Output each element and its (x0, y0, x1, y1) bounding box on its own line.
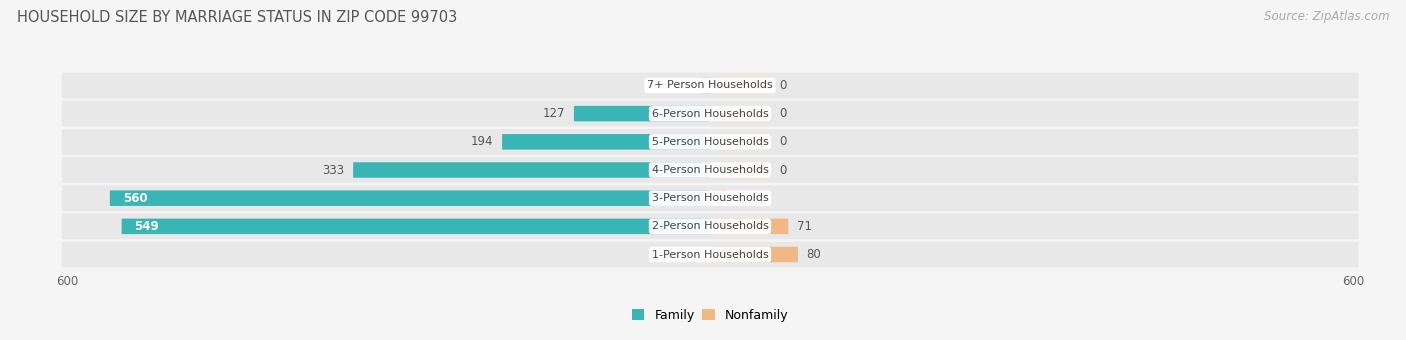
Text: 333: 333 (322, 164, 344, 176)
Text: 549: 549 (135, 220, 159, 233)
FancyBboxPatch shape (62, 242, 1358, 267)
Text: 80: 80 (807, 248, 821, 261)
Text: 0: 0 (780, 164, 787, 176)
Text: 1-Person Households: 1-Person Households (651, 250, 769, 259)
Text: 127: 127 (543, 107, 565, 120)
Text: 194: 194 (471, 135, 494, 148)
Legend: Family, Nonfamily: Family, Nonfamily (627, 304, 793, 327)
FancyBboxPatch shape (713, 219, 789, 234)
Text: Source: ZipAtlas.com: Source: ZipAtlas.com (1264, 10, 1389, 23)
FancyBboxPatch shape (713, 134, 770, 150)
Text: 0: 0 (780, 79, 787, 92)
Text: 3-Person Households: 3-Person Households (651, 193, 769, 203)
Text: 6-Person Households: 6-Person Households (651, 109, 769, 119)
Text: 71: 71 (797, 220, 811, 233)
Text: 5-Person Households: 5-Person Households (651, 137, 769, 147)
Text: 4-Person Households: 4-Person Households (651, 165, 769, 175)
FancyBboxPatch shape (62, 129, 1358, 155)
FancyBboxPatch shape (353, 162, 710, 178)
Text: 0: 0 (780, 107, 787, 120)
FancyBboxPatch shape (62, 157, 1358, 183)
Text: 0: 0 (780, 135, 787, 148)
FancyBboxPatch shape (713, 162, 770, 178)
FancyBboxPatch shape (713, 78, 770, 93)
Text: 2-Person Households: 2-Person Households (651, 221, 769, 231)
Text: 560: 560 (122, 192, 148, 205)
FancyBboxPatch shape (713, 247, 799, 262)
FancyBboxPatch shape (110, 190, 710, 206)
FancyBboxPatch shape (62, 73, 1358, 98)
FancyBboxPatch shape (702, 78, 710, 93)
Text: HOUSEHOLD SIZE BY MARRIAGE STATUS IN ZIP CODE 99703: HOUSEHOLD SIZE BY MARRIAGE STATUS IN ZIP… (17, 10, 457, 25)
Text: 8: 8 (686, 79, 693, 92)
FancyBboxPatch shape (502, 134, 710, 150)
FancyBboxPatch shape (574, 106, 710, 121)
FancyBboxPatch shape (713, 190, 725, 206)
FancyBboxPatch shape (62, 214, 1358, 239)
Text: 7+ Person Households: 7+ Person Households (647, 81, 773, 90)
FancyBboxPatch shape (713, 106, 770, 121)
Text: 13: 13 (735, 192, 749, 205)
FancyBboxPatch shape (62, 185, 1358, 211)
FancyBboxPatch shape (62, 101, 1358, 126)
FancyBboxPatch shape (122, 219, 710, 234)
